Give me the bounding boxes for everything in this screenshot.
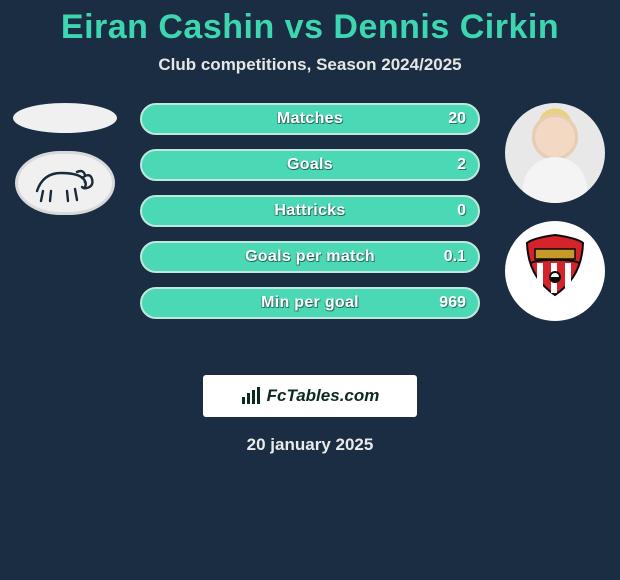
sunderland-crest-icon (505, 221, 605, 321)
stat-label: Matches (277, 110, 343, 128)
right-player-stack (500, 103, 610, 321)
stats-list: Matches 20 Goals 2 Hattricks 0 Goals per… (140, 103, 480, 319)
stat-label: Goals per match (245, 248, 375, 266)
stat-row: Matches 20 (140, 103, 480, 135)
brand-badge: FcTables.com (203, 375, 417, 417)
stat-label: Goals (287, 156, 333, 174)
stat-row: Goals per match 0.1 (140, 241, 480, 273)
stat-value-right: 20 (448, 110, 466, 128)
date-text: 20 january 2025 (0, 435, 620, 455)
derby-county-crest-icon (15, 151, 115, 215)
stat-row: Hattricks 0 (140, 195, 480, 227)
player-photo (505, 103, 605, 203)
page-title: Eiran Cashin vs Dennis Cirkin (0, 0, 620, 47)
stat-value-right: 2 (457, 156, 466, 174)
stat-value-right: 969 (439, 294, 466, 312)
stat-value-right: 0 (457, 202, 466, 220)
stat-label: Hattricks (274, 202, 345, 220)
stat-row: Min per goal 969 (140, 287, 480, 319)
ram-icon (27, 161, 103, 205)
player-photo-placeholder (13, 103, 117, 133)
stat-label: Min per goal (261, 294, 359, 312)
stat-value-right: 0.1 (444, 248, 466, 266)
page-subtitle: Club competitions, Season 2024/2025 (0, 55, 620, 75)
shield-icon (511, 227, 599, 315)
comparison-stage: Matches 20 Goals 2 Hattricks 0 Goals per… (0, 103, 620, 353)
stat-row: Goals 2 (140, 149, 480, 181)
bar-chart-icon (241, 387, 261, 405)
brand-text: FcTables.com (267, 386, 380, 406)
left-player-stack (10, 103, 120, 215)
